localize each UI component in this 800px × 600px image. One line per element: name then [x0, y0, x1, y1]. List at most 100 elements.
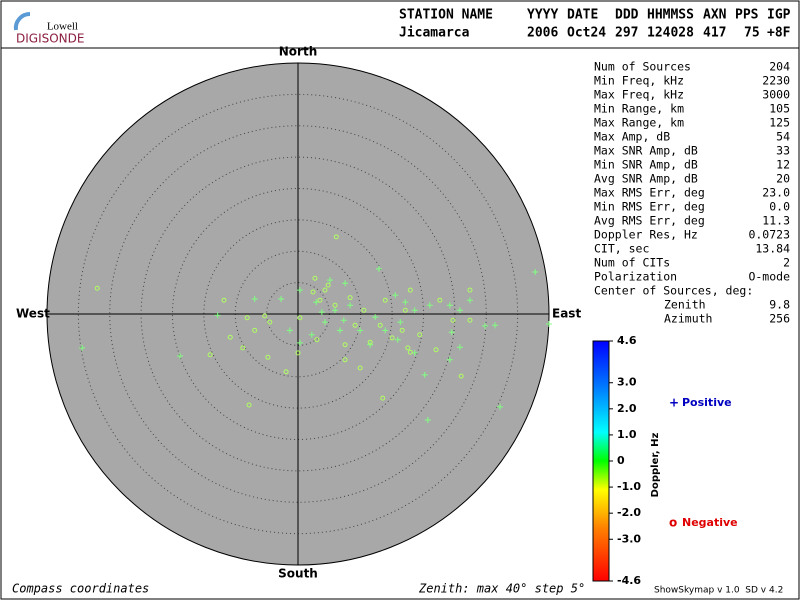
source-negative	[437, 297, 443, 303]
source-positive	[424, 417, 431, 424]
source-positive	[318, 309, 325, 316]
source-positive	[446, 302, 453, 309]
source-negative	[221, 297, 227, 303]
source-positive	[342, 280, 349, 287]
stat-value: 0.0	[769, 200, 790, 214]
source-negative	[267, 319, 273, 325]
stat-label: Max RMS Err, deg	[594, 186, 705, 200]
stat-label: Avg SNR Amp, dB	[594, 172, 698, 186]
source-negative	[317, 297, 323, 303]
source-positive	[321, 319, 328, 326]
source-positive	[372, 314, 379, 321]
source-negative	[450, 317, 456, 323]
source-positive	[402, 299, 409, 306]
stat-value: 125	[769, 116, 790, 130]
source-positive	[214, 312, 221, 319]
source-positive	[327, 277, 334, 284]
source-negative	[458, 373, 464, 379]
source-positive	[375, 265, 382, 272]
source-negative	[246, 402, 252, 408]
source-negative	[295, 350, 301, 356]
source-negative	[342, 342, 348, 348]
logo-swoosh	[13, 11, 31, 31]
stat-value: 105	[769, 102, 790, 116]
header-column: AXN	[703, 8, 727, 23]
source-positive	[466, 297, 473, 304]
source-positive	[313, 299, 320, 306]
header-column: PPS	[735, 8, 759, 23]
stat-label: Max Freq, kHz	[594, 88, 684, 102]
source-positive	[382, 327, 389, 334]
source-negative	[377, 322, 383, 328]
source-positive	[296, 339, 303, 346]
source-negative	[402, 307, 408, 313]
stat-label: Center of Sources, deg:	[594, 284, 753, 298]
source-positive	[278, 295, 285, 302]
source-negative	[357, 365, 363, 371]
stat-label: Num of Sources	[594, 60, 691, 74]
colorbar-tick-label: 1.0	[617, 428, 637, 441]
stat-label: Min Range, km	[594, 102, 684, 116]
source-negative	[467, 287, 473, 293]
stat-label: Doppler Res, Hz	[594, 228, 698, 242]
source-negative	[265, 354, 271, 360]
source-positive	[251, 295, 258, 302]
header-column: HHMMSS	[647, 8, 694, 23]
stat-label: Min SNR Amp, dB	[594, 158, 698, 172]
source-negative	[94, 285, 100, 291]
source-positive	[426, 302, 433, 309]
source-negative	[382, 297, 388, 303]
source-negative	[417, 332, 423, 338]
source-positive	[347, 302, 354, 309]
source-positive	[332, 307, 339, 314]
source-negative	[467, 317, 473, 323]
stat-value: O-mode	[748, 270, 790, 284]
source-positive	[392, 292, 399, 299]
stat-value: 23.0	[762, 186, 790, 200]
source-positive	[308, 331, 315, 338]
stat-value: 204	[769, 60, 790, 74]
source-negative	[310, 289, 316, 295]
header-column: DDD	[615, 8, 639, 23]
stat-value: 0.0723	[748, 228, 790, 242]
colorbar-tick-label: -1.0	[617, 480, 641, 493]
colorbar	[592, 340, 610, 582]
stat-value: 12	[776, 158, 790, 172]
source-negative	[314, 337, 320, 343]
source-negative	[312, 275, 318, 281]
source-negative	[399, 327, 405, 333]
header-column: STATION NAME	[399, 8, 493, 23]
stat-value: 54	[776, 130, 790, 144]
source-negative	[407, 349, 413, 355]
stat-value: 2230	[762, 74, 790, 88]
stat-label: Num of CITs	[594, 256, 670, 270]
source-positive	[394, 336, 401, 343]
source-positive	[367, 341, 374, 348]
colorbar-tick-label: -4.6	[617, 574, 641, 587]
footer-left: Compass coordinates	[12, 582, 149, 596]
header-value: 75	[744, 26, 760, 41]
source-positive	[421, 371, 428, 378]
logo-top: Lowell	[47, 21, 78, 33]
stat-value: 20	[776, 172, 790, 186]
source-negative	[252, 327, 258, 333]
direction-south: South	[278, 567, 318, 581]
stat-value: 3000	[762, 88, 790, 102]
source-negative	[342, 357, 348, 363]
source-negative	[207, 352, 213, 358]
header-value: Oct24	[567, 26, 606, 41]
source-negative	[405, 345, 411, 351]
stat-label: CIT, sec	[594, 242, 649, 256]
source-positive	[448, 329, 455, 336]
stat-label: Max Amp, dB	[594, 130, 670, 144]
source-positive	[340, 317, 347, 324]
direction-north: North	[279, 45, 317, 59]
stat-value: 9.8	[769, 298, 790, 312]
header-column: IGP	[767, 8, 791, 23]
source-negative	[352, 322, 358, 328]
stat-label: Zenith	[664, 298, 706, 312]
stat-value: 11.3	[762, 214, 790, 228]
source-negative	[367, 339, 373, 345]
header-value: 297	[615, 26, 638, 41]
